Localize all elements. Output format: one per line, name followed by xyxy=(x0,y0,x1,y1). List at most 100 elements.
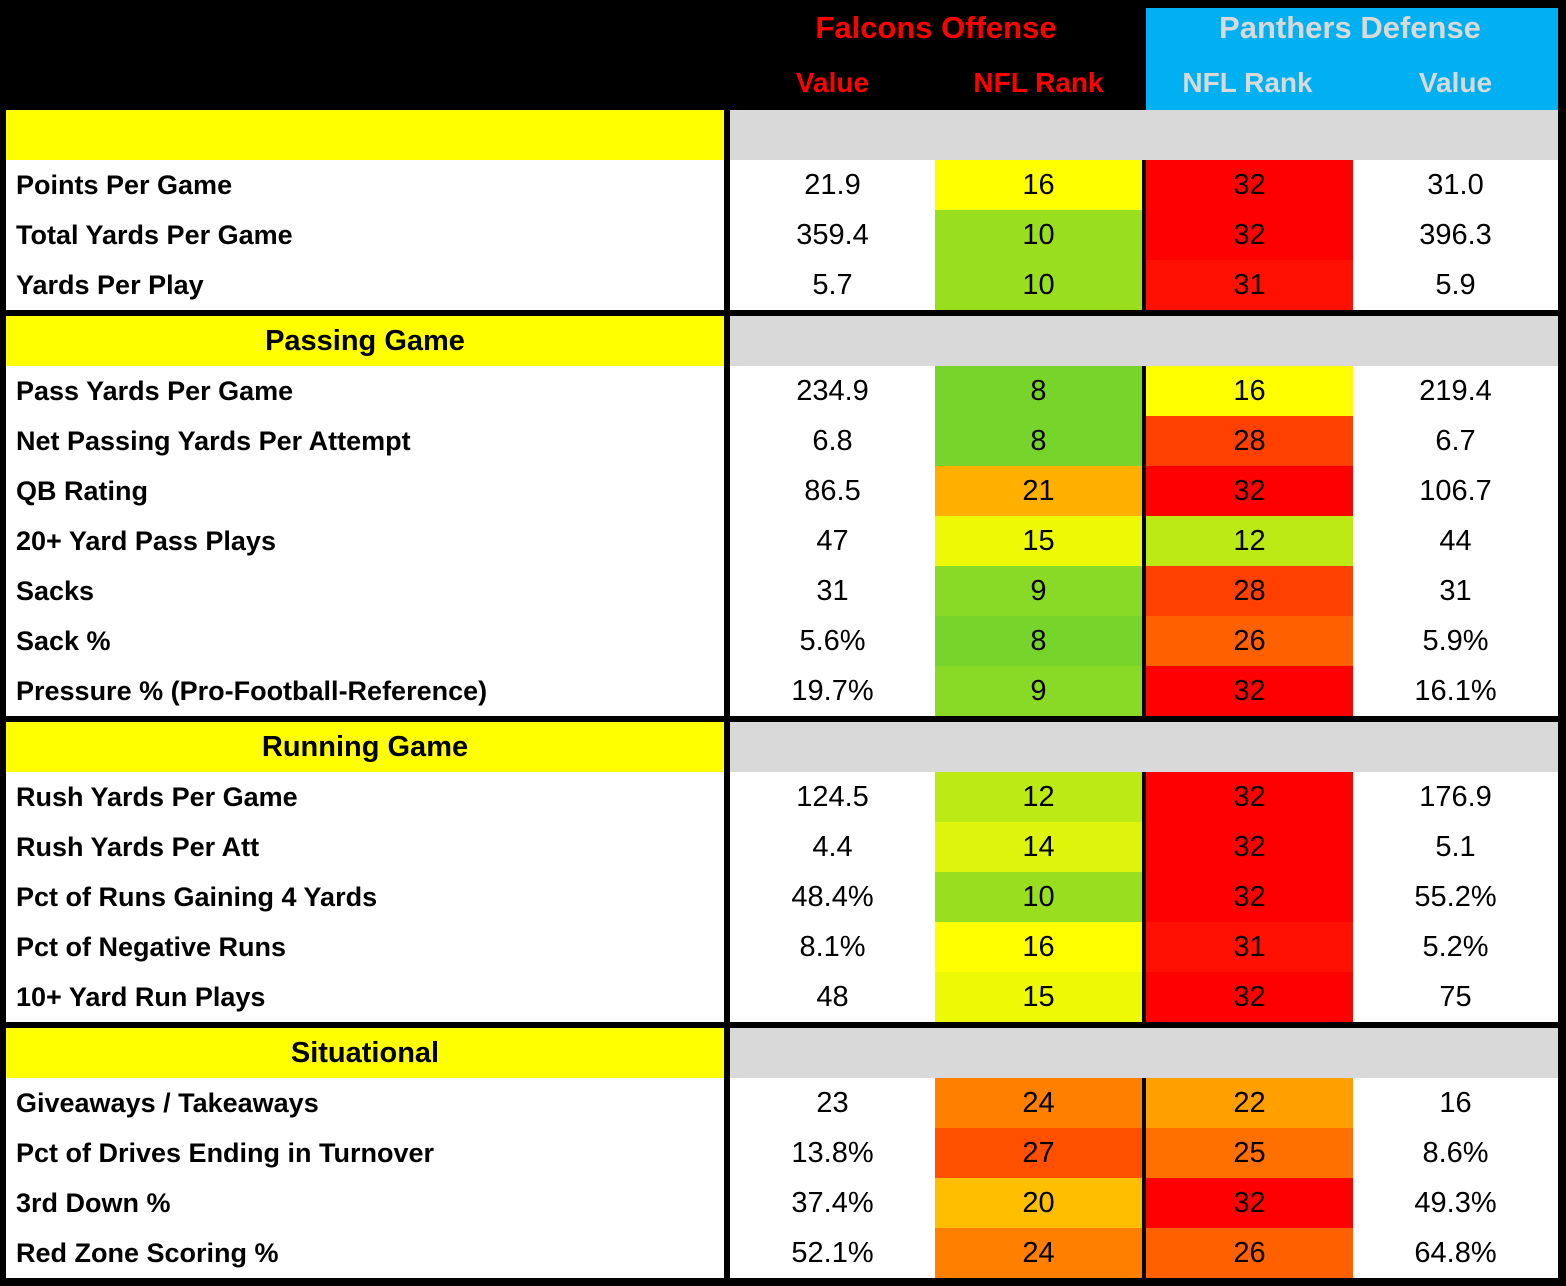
panthers-rank-cell: 32 xyxy=(1142,1178,1353,1228)
stat-row: Pct of Runs Gaining 4 Yards 48.4% 10 32 55.2… xyxy=(6,872,1558,922)
panthers-rank-cell: 32 xyxy=(1142,160,1353,210)
panthers-value-cell: 16.1% xyxy=(1414,674,1497,707)
falcons-rank-cell: 9 xyxy=(935,666,1142,716)
stat-label: Sack % xyxy=(6,616,730,666)
section: Running Game Rush Yards Per Game 124.5 12 32… xyxy=(6,716,1558,1022)
section-title: Passing Game xyxy=(6,316,730,366)
panthers-value-cell: 64.8% xyxy=(1414,1236,1497,1269)
panthers-rank-cell: 32 xyxy=(1142,872,1353,922)
panthers-value-cell: 5.9% xyxy=(1422,624,1489,657)
panthers-rank-cell: 32 xyxy=(1142,466,1353,516)
falcons-rank-cell: 14 xyxy=(935,822,1142,872)
panthers-value-cell: 5.2% xyxy=(1422,930,1489,963)
section-header-row: Passing Game xyxy=(6,310,1558,366)
section: Situational Giveaways / Takeaways 23 24 22 16… xyxy=(6,1022,1558,1278)
table-header: Falcons Offense Panthers Defense Value N… xyxy=(6,0,1558,110)
stat-row: Rush Yards Per Att 4.4 14 32 5.1 xyxy=(6,822,1558,872)
panthers-value-cell: 55.2% xyxy=(1414,880,1497,913)
section-header-row: Running Game xyxy=(6,716,1558,772)
section-header-filler xyxy=(730,110,1558,160)
panthers-rank-cell: 31 xyxy=(1142,260,1353,310)
panthers-rank-cell: 26 xyxy=(1142,1228,1353,1278)
falcons-rank-cell: 24 xyxy=(935,1078,1142,1128)
falcons-rank-column-header: NFL Rank xyxy=(973,67,1104,98)
stat-row: Points Per Game 21.9 16 32 31.0 xyxy=(6,160,1558,210)
falcons-rank-cell: 21 xyxy=(935,466,1142,516)
falcons-value-cell: 4.4 xyxy=(812,830,853,863)
stat-label: Giveaways / Takeaways xyxy=(6,1078,730,1128)
falcons-value-cell: 31 xyxy=(816,574,849,607)
falcons-value-cell: 48.4% xyxy=(791,880,874,913)
section-title: Running Game xyxy=(6,722,730,772)
falcons-value-cell: 47 xyxy=(816,524,849,557)
stat-row: QB Rating 86.5 21 32 106.7 xyxy=(6,466,1558,516)
panthers-rank-cell: 31 xyxy=(1142,922,1353,972)
falcons-rank-cell: 16 xyxy=(935,922,1142,972)
falcons-rank-cell: 27 xyxy=(935,1128,1142,1178)
falcons-rank-cell: 10 xyxy=(935,210,1142,260)
falcons-value-cell: 21.9 xyxy=(804,168,861,201)
falcons-rank-cell: 24 xyxy=(935,1228,1142,1278)
panthers-rank-cell: 28 xyxy=(1142,416,1353,466)
panthers-value-cell: 16 xyxy=(1439,1086,1472,1119)
stat-row: Net Passing Yards Per Attempt 6.8 8 28 6.7 xyxy=(6,416,1558,466)
falcons-rank-cell: 10 xyxy=(935,260,1142,310)
falcons-rank-cell: 8 xyxy=(935,366,1142,416)
panthers-header-panel xyxy=(1146,8,1558,110)
section: Points Per Game 21.9 16 32 31.0 Total Yards P… xyxy=(6,110,1558,310)
stat-label: Pass Yards Per Game xyxy=(6,366,730,416)
panthers-value-cell: 176.9 xyxy=(1419,780,1492,813)
falcons-value-cell: 23 xyxy=(816,1086,849,1119)
falcons-rank-cell: 20 xyxy=(935,1178,1142,1228)
falcons-rank-cell: 9 xyxy=(935,566,1142,616)
panthers-rank-cell: 22 xyxy=(1142,1078,1353,1128)
section-header-filler xyxy=(730,1028,1558,1078)
panthers-value-cell: 5.9 xyxy=(1435,268,1476,301)
stat-label: 10+ Yard Run Plays xyxy=(6,972,730,1022)
stat-row: Total Yards Per Game 359.4 10 32 396.3 xyxy=(6,210,1558,260)
panthers-rank-cell: 28 xyxy=(1142,566,1353,616)
panthers-rank-cell: 32 xyxy=(1142,772,1353,822)
panthers-value-column-header: Value xyxy=(1418,67,1493,98)
falcons-value-cell: 37.4% xyxy=(791,1186,874,1219)
panthers-value-cell: 6.7 xyxy=(1435,424,1476,457)
section-title xyxy=(6,110,730,160)
panthers-value-cell: 5.1 xyxy=(1435,830,1476,863)
section-header-row: Situational xyxy=(6,1022,1558,1078)
panthers-value-cell: 75 xyxy=(1439,980,1472,1013)
falcons-value-cell: 19.7% xyxy=(791,674,874,707)
panthers-value-cell: 31 xyxy=(1439,574,1472,607)
stat-row: Yards Per Play 5.7 10 31 5.9 xyxy=(6,260,1558,310)
stat-label: Pressure % (Pro-Football-Reference) xyxy=(6,666,730,716)
stat-label: Yards Per Play xyxy=(6,260,730,310)
stat-row: Red Zone Scoring % 52.1% 24 26 64.8% xyxy=(6,1228,1558,1278)
panthers-value-cell: 31.0 xyxy=(1427,168,1484,201)
stat-label: Rush Yards Per Game xyxy=(6,772,730,822)
falcons-value-cell: 13.8% xyxy=(791,1136,874,1169)
panthers-value-cell: 44 xyxy=(1439,524,1472,557)
stat-row: Sacks 31 9 28 31 xyxy=(6,566,1558,616)
falcons-rank-cell: 8 xyxy=(935,616,1142,666)
panthers-value-cell: 219.4 xyxy=(1419,374,1492,407)
falcons-value-cell: 5.6% xyxy=(799,624,866,657)
stat-label: QB Rating xyxy=(6,466,730,516)
stat-row: Giveaways / Takeaways 23 24 22 16 xyxy=(6,1078,1558,1128)
panthers-rank-cell: 32 xyxy=(1142,666,1353,716)
falcons-value-cell: 8.1% xyxy=(799,930,866,963)
header-team-row: Falcons Offense Panthers Defense xyxy=(6,0,1558,56)
panthers-value-cell: 49.3% xyxy=(1414,1186,1497,1219)
header-columns-row: Value NFL Rank NFL Rank Value xyxy=(6,56,1558,110)
section-header-filler xyxy=(730,722,1558,772)
falcons-rank-cell: 12 xyxy=(935,772,1142,822)
stat-row: 10+ Yard Run Plays 48 15 32 75 xyxy=(6,972,1558,1022)
falcons-rank-cell: 15 xyxy=(935,516,1142,566)
stat-label: Red Zone Scoring % xyxy=(6,1228,730,1278)
stat-label: Rush Yards Per Att xyxy=(6,822,730,872)
falcons-value-cell: 52.1% xyxy=(791,1236,874,1269)
falcons-value-cell: 359.4 xyxy=(796,218,869,251)
falcons-rank-cell: 8 xyxy=(935,416,1142,466)
falcons-value-cell: 124.5 xyxy=(796,780,869,813)
stat-row: 20+ Yard Pass Plays 47 15 12 44 xyxy=(6,516,1558,566)
falcons-rank-cell: 10 xyxy=(935,872,1142,922)
